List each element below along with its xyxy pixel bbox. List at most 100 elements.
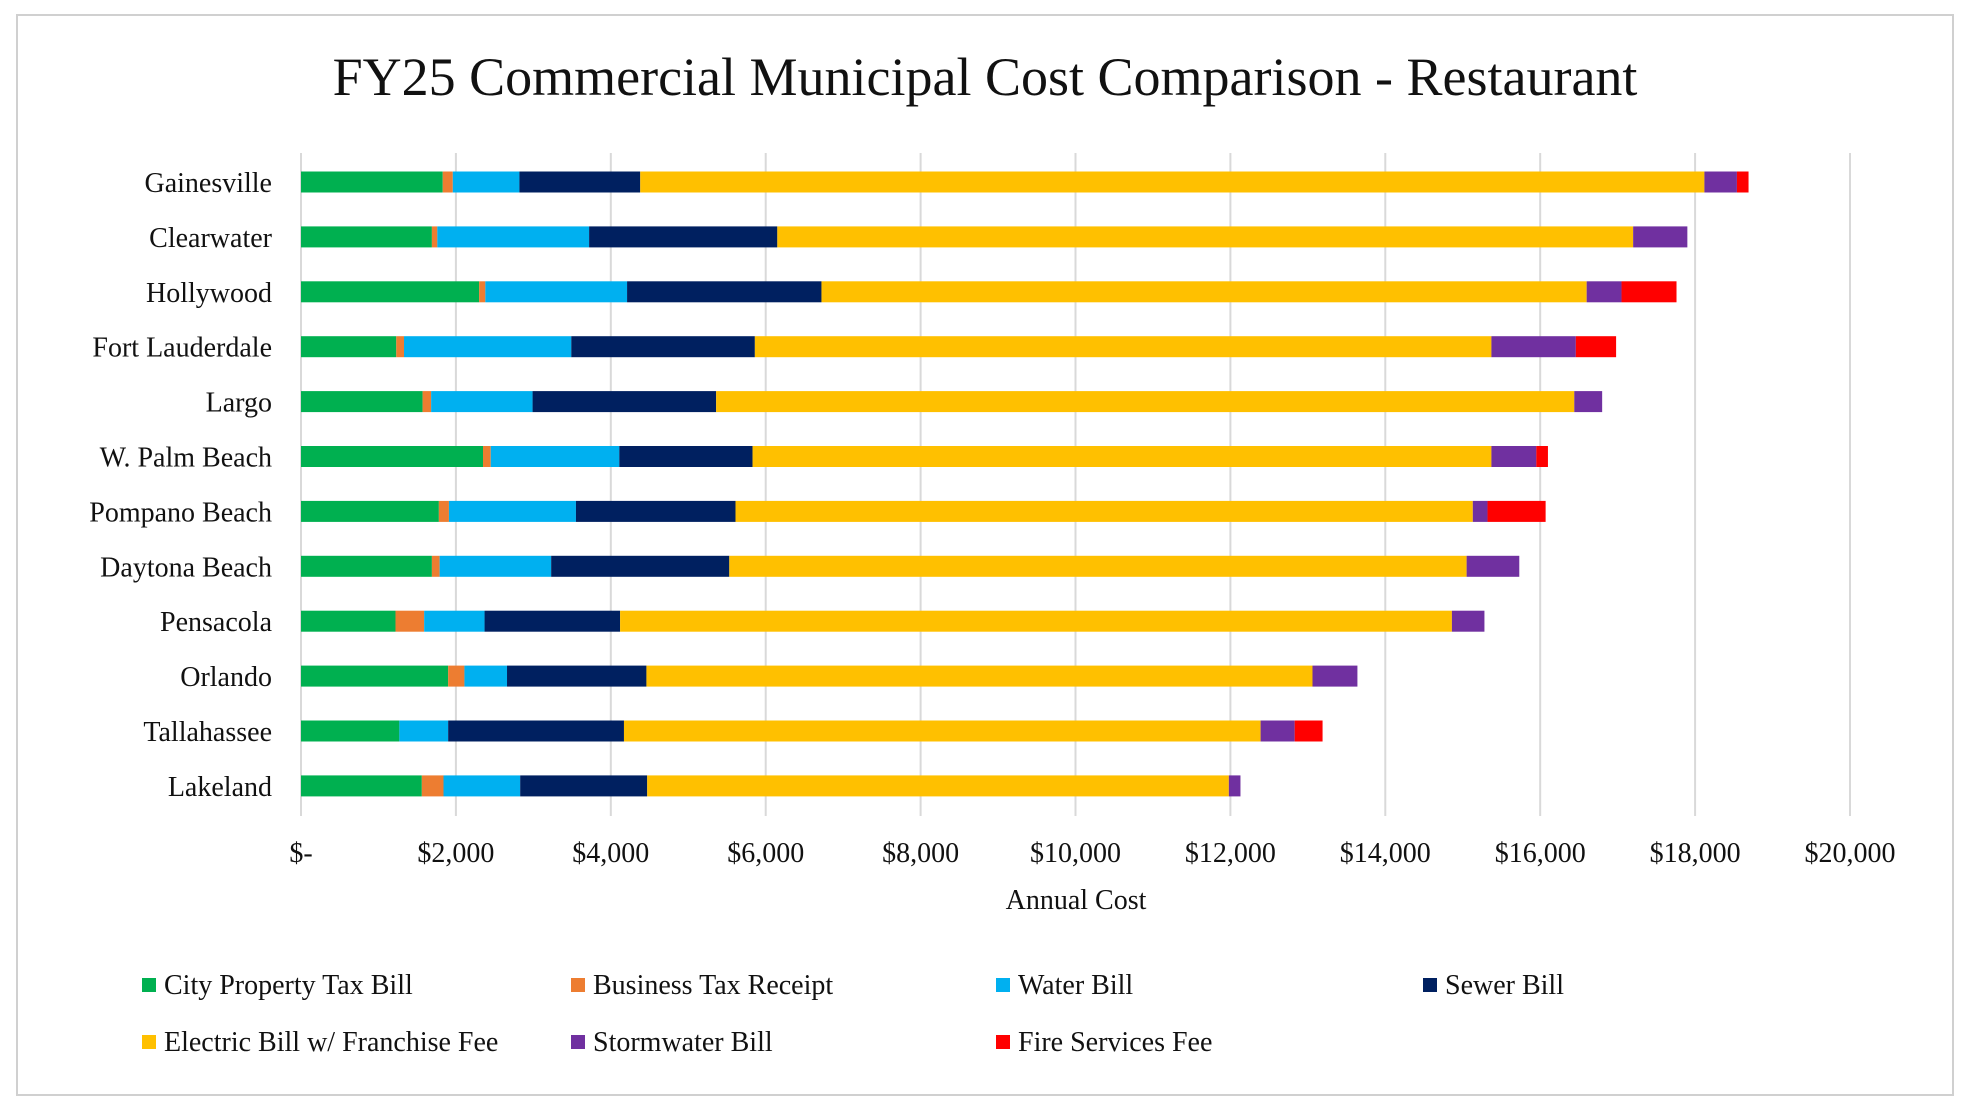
category-label: W. Palm Beach: [100, 443, 272, 474]
category-label: Daytona Beach: [100, 552, 272, 583]
bar-segment: [438, 500, 449, 522]
bar-segment: [1586, 281, 1622, 303]
x-tick-label: $12,000: [1185, 838, 1276, 869]
bar-segment: [551, 555, 730, 577]
bar-segment: [627, 281, 822, 303]
bar-segment: [1472, 500, 1488, 522]
bar-segment: [620, 610, 1452, 632]
bar-segment: [443, 775, 521, 797]
bar-segment: [442, 171, 453, 193]
category-label: Pensacola: [160, 607, 273, 638]
bar-segment: [1491, 336, 1576, 358]
legend-label: Sewer Bill: [1445, 970, 1564, 1001]
bar-segment: [821, 281, 1587, 303]
bar-segment: [777, 226, 1634, 248]
bar-segment: [619, 446, 753, 467]
bar-segment: [301, 391, 423, 413]
bar-segment: [1574, 391, 1603, 413]
bar-segment: [396, 336, 405, 358]
x-tick-label: $18,000: [1650, 838, 1741, 869]
bars: [301, 171, 1749, 797]
bar-segment: [1704, 171, 1737, 193]
bar-segment: [507, 665, 647, 687]
legend-label: Fire Services Fee: [1018, 1027, 1212, 1058]
x-tick-label: $2,000: [417, 838, 494, 869]
x-tick-label: $-: [289, 838, 312, 869]
bar-segment: [1466, 555, 1520, 577]
bar-segment: [754, 336, 1492, 358]
bar-segment: [395, 610, 425, 632]
bar-segment: [484, 610, 621, 632]
bar-segment: [729, 555, 1467, 577]
bar-segment: [448, 500, 576, 522]
legend-label: Electric Bill w/ Franchise Fee: [164, 1027, 498, 1058]
bar-segment: [490, 446, 620, 467]
bar-segment: [431, 226, 438, 248]
category-label: Tallahassee: [143, 717, 272, 748]
bar-segment: [431, 391, 533, 413]
bar-segment: [575, 500, 736, 522]
bar-segment: [464, 665, 508, 687]
bar-segment: [1312, 665, 1358, 687]
category-label: Clearwater: [149, 223, 272, 254]
bar-segment: [301, 446, 484, 467]
bar-segment: [301, 610, 396, 632]
x-tick-label: $16,000: [1495, 838, 1586, 869]
bar-segment: [301, 336, 397, 358]
bar-segment: [1451, 610, 1485, 632]
legend-swatch: [571, 1035, 585, 1049]
x-axis-label: Annual Cost: [1006, 885, 1147, 916]
bar-segment: [752, 446, 1492, 467]
x-tick-label: $4,000: [572, 838, 649, 869]
bar-segment: [301, 555, 432, 577]
x-tick-labels: $- $2,000 $4,000 $6,000 $8,000 $10,000 $12,000…: [289, 838, 1895, 869]
bar-segment: [571, 336, 755, 358]
bar-segment: [716, 391, 1575, 413]
bar-segment: [646, 665, 1313, 687]
bar-segment: [301, 500, 439, 522]
bar-segment: [437, 226, 590, 248]
category-label: Pompano Beach: [89, 497, 272, 528]
bar-segment: [1633, 226, 1688, 248]
bar-segment: [485, 281, 628, 303]
bar-segment: [422, 391, 432, 413]
bar-segment: [448, 665, 465, 687]
legend-label: Stormwater Bill: [593, 1027, 773, 1058]
legend-swatch: [142, 1035, 156, 1049]
chart-frame: [16, 14, 1954, 1096]
bar-segment: [301, 720, 400, 742]
category-label: Hollywood: [146, 278, 272, 309]
bar-segment: [301, 281, 480, 303]
category-labels: Gainesville Clearwater Hollywood Fort Laude…: [89, 168, 272, 803]
category-label: Lakeland: [168, 772, 272, 803]
legend: City Property Tax Bill Business Tax Recei…: [142, 970, 1564, 1058]
bar-segment: [301, 665, 449, 687]
x-tick-label: $8,000: [882, 838, 959, 869]
bar-segment: [519, 171, 641, 193]
legend-label: Water Bill: [1018, 970, 1133, 1001]
bar-segment: [439, 555, 552, 577]
bar-segment: [1260, 720, 1295, 742]
bar-segment: [301, 226, 432, 248]
category-label: Largo: [206, 388, 272, 419]
legend-swatch: [996, 978, 1010, 992]
x-tick-label: $6,000: [727, 838, 804, 869]
bar-segment: [1575, 336, 1617, 358]
bar-segment: [431, 555, 440, 577]
bar-segment: [1736, 171, 1749, 193]
bar-segment: [404, 336, 572, 358]
bar-segment: [483, 446, 491, 467]
bar-segment: [1491, 446, 1537, 467]
legend-swatch: [571, 978, 585, 992]
gridlines: [300, 153, 1851, 816]
bar-segment: [647, 775, 1229, 797]
bar-segment: [1536, 446, 1548, 467]
legend-label: City Property Tax Bill: [164, 970, 413, 1001]
bar-segment: [532, 391, 717, 413]
bar-segment: [623, 720, 1261, 742]
bar-segment: [452, 171, 520, 193]
bar-segment: [1228, 775, 1241, 797]
chart-title: FY25 Commercial Municipal Cost Compariso…: [333, 47, 1638, 107]
legend-swatch: [996, 1035, 1010, 1049]
